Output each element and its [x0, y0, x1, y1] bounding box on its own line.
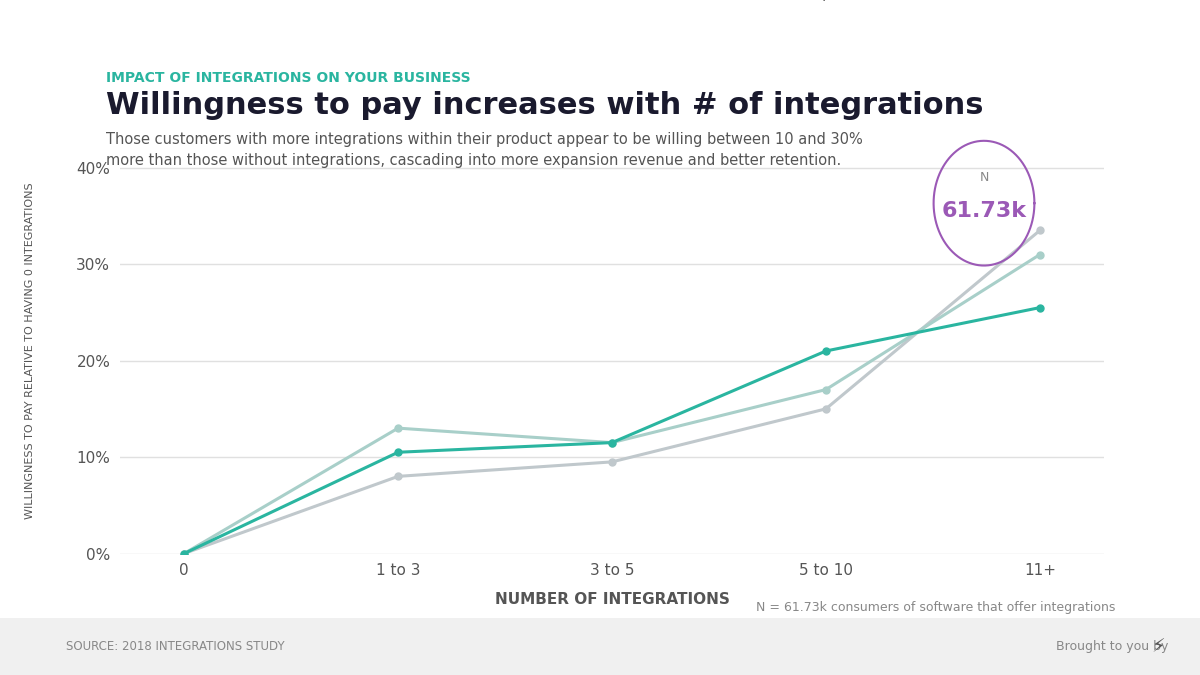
Text: Those customers with more integrations within their product appear to be willing: Those customers with more integrations w… [106, 132, 863, 167]
Text: N = 61.73k consumers of software that offer integrations: N = 61.73k consumers of software that of… [756, 601, 1115, 614]
Text: N: N [979, 171, 989, 184]
Text: Willingness to pay increases with # of integrations: Willingness to pay increases with # of i… [106, 91, 983, 120]
Text: SOURCE: 2018 INTEGRATIONS STUDY: SOURCE: 2018 INTEGRATIONS STUDY [66, 640, 284, 653]
Legend: SMB ($5M or Less), Growth ($10.01M to $25M), Enterprise ($100M+): SMB ($5M or Less), Growth ($10.01M to $2… [745, 0, 953, 7]
Text: Brought to you by: Brought to you by [1056, 640, 1169, 653]
Text: WILLINGNESS TO PAY RELATIVE TO HAVING 0 INTEGRATIONS: WILLINGNESS TO PAY RELATIVE TO HAVING 0 … [25, 183, 35, 519]
Text: 61.73k: 61.73k [942, 200, 1026, 221]
X-axis label: NUMBER OF INTEGRATIONS: NUMBER OF INTEGRATIONS [494, 592, 730, 607]
Text: ⚡: ⚡ [1151, 637, 1165, 656]
Text: IMPACT OF INTEGRATIONS ON YOUR BUSINESS: IMPACT OF INTEGRATIONS ON YOUR BUSINESS [106, 71, 470, 85]
